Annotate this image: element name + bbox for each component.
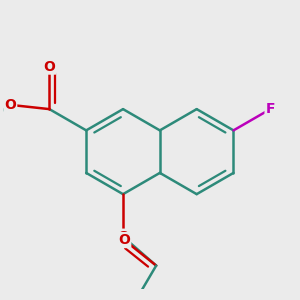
- Text: O: O: [118, 233, 130, 247]
- Text: O: O: [44, 60, 55, 74]
- Text: F: F: [266, 102, 275, 116]
- Text: O: O: [4, 98, 16, 112]
- Text: O: O: [117, 230, 129, 244]
